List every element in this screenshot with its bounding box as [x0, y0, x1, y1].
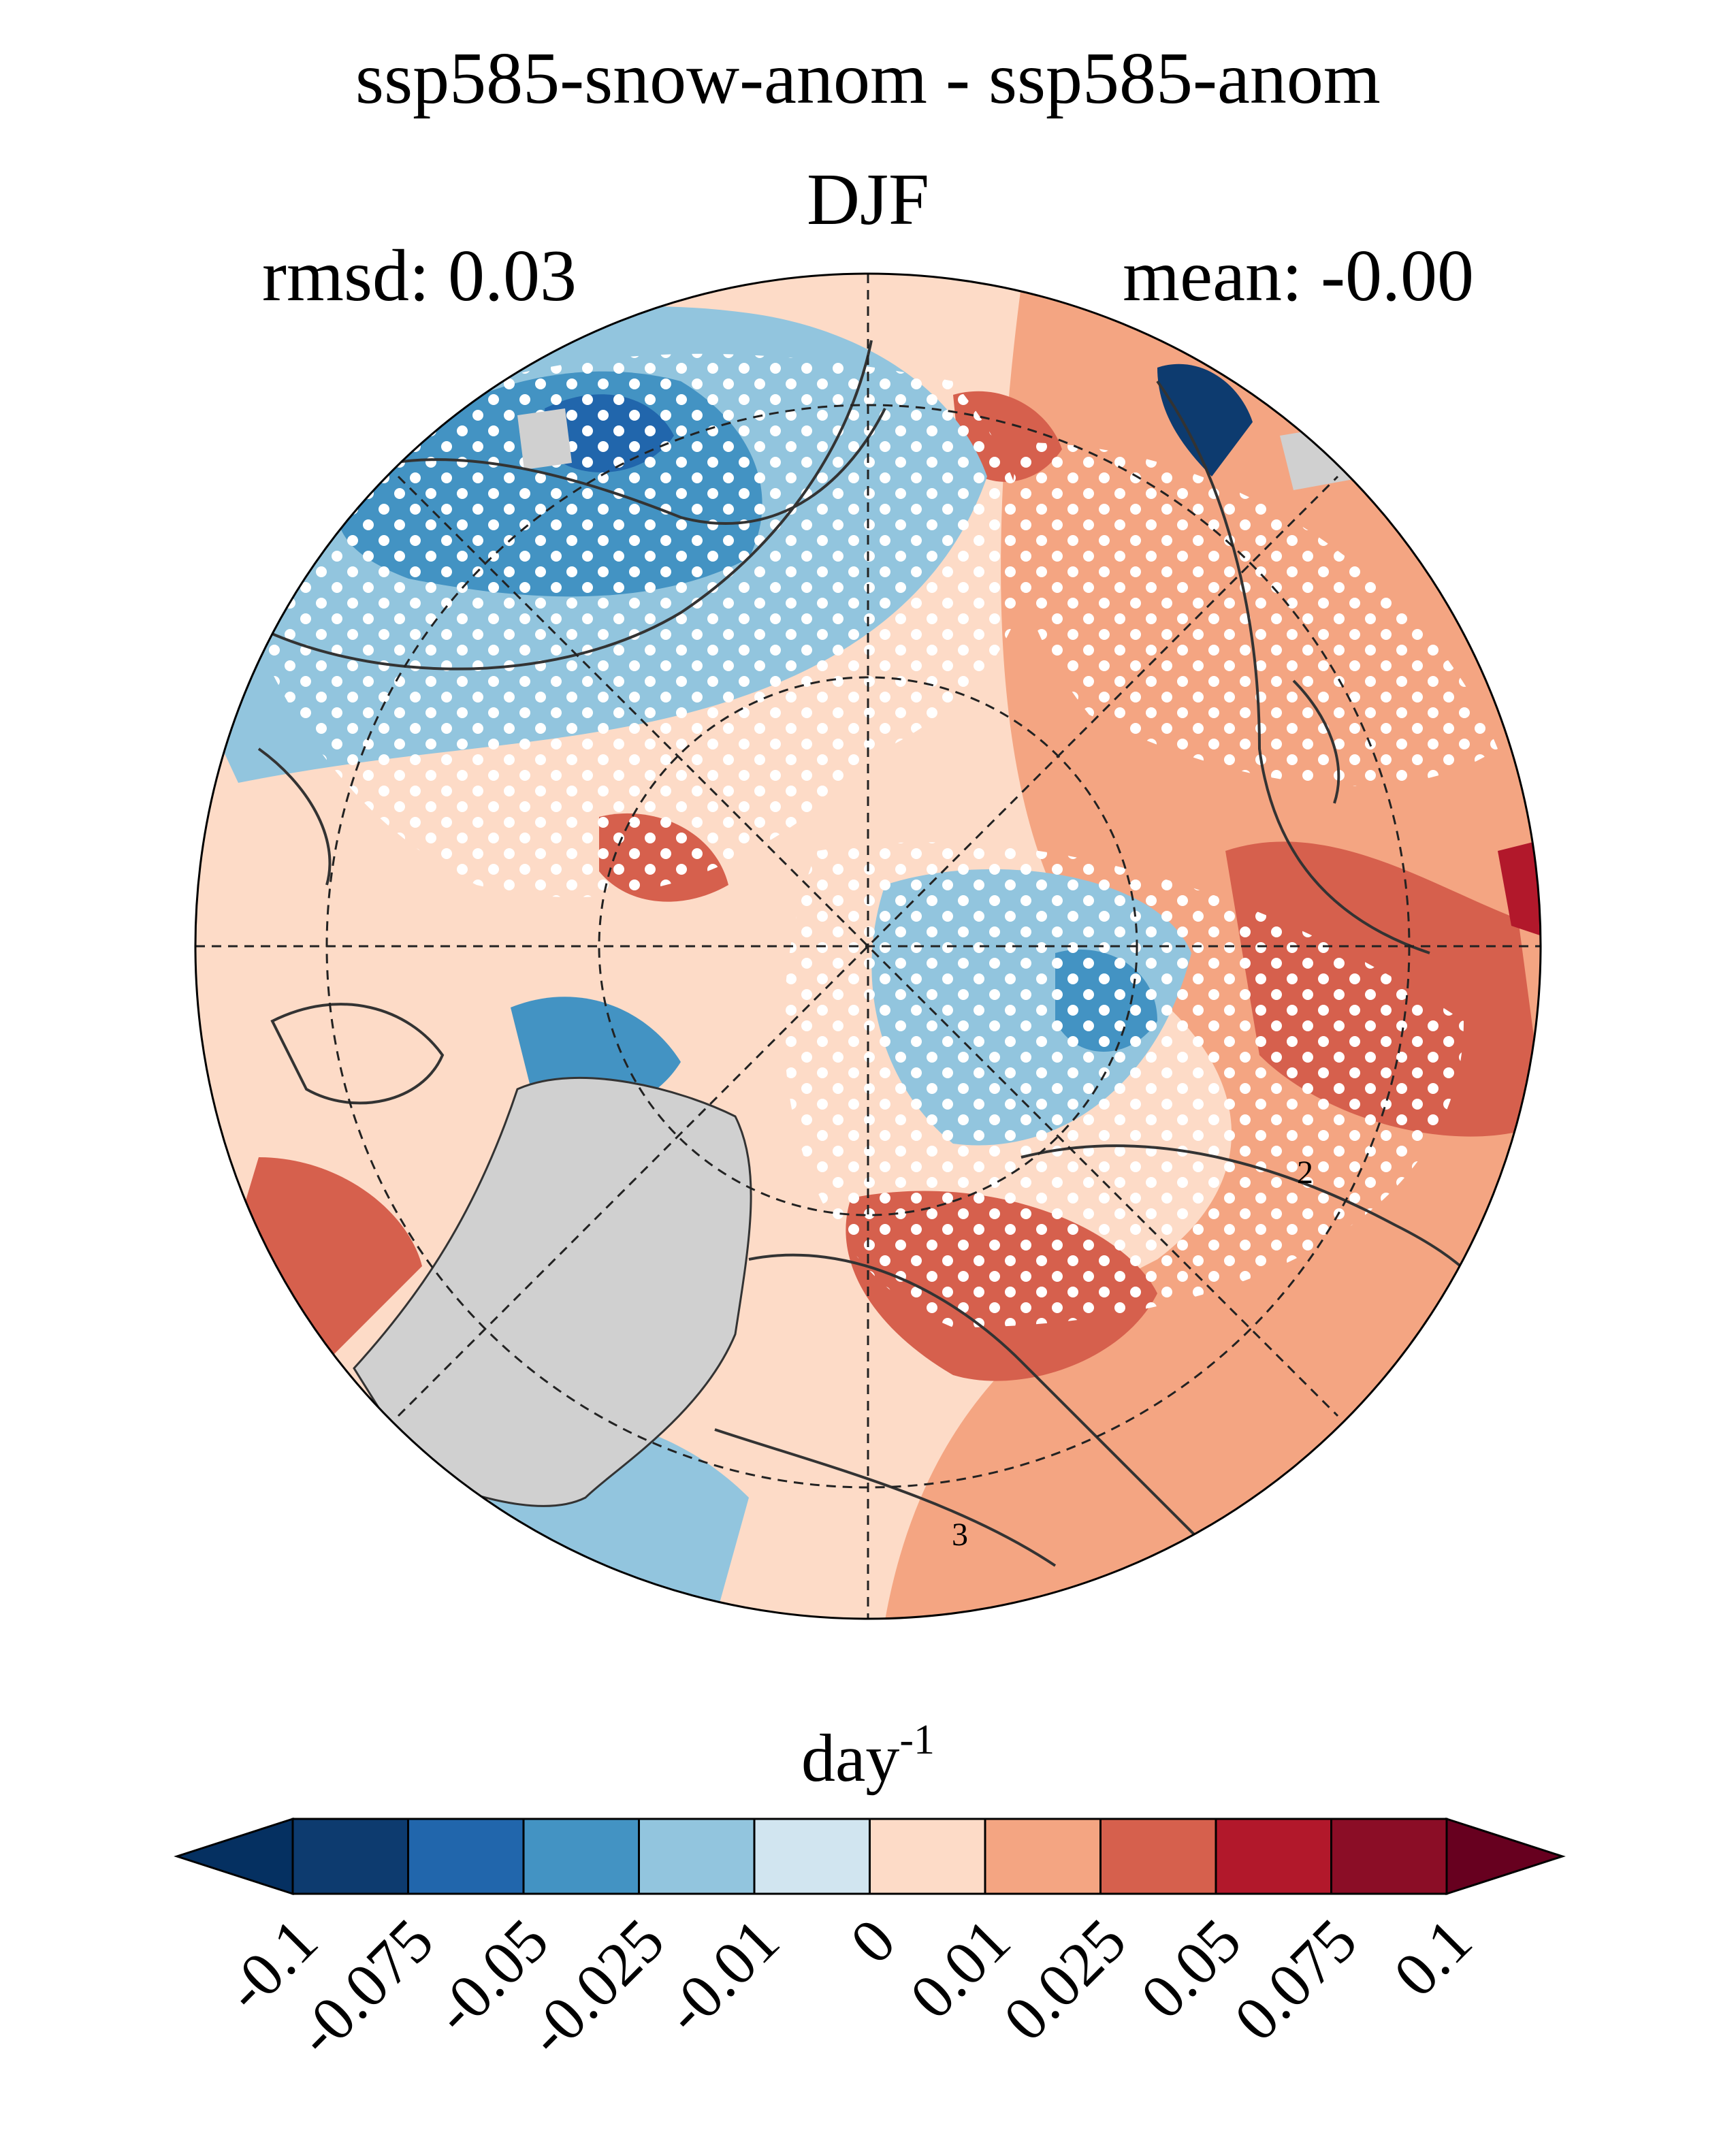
- stipple-region: [225, 353, 1028, 898]
- masked-greenland: [353, 1077, 752, 1507]
- season-label: DJF: [806, 159, 930, 240]
- colorbar-swatch: [1330, 1818, 1448, 1895]
- mean-stat: mean: -0.00: [1123, 236, 1474, 317]
- colorbar-swatch: [291, 1818, 409, 1895]
- colorbar-swatch: [638, 1818, 756, 1895]
- colorbar-swatch: [753, 1818, 871, 1895]
- colorbar-swatch: [869, 1818, 986, 1895]
- map-title: ssp585-snow-anom - ssp585-anom: [355, 38, 1381, 119]
- colorbar-swatch: [522, 1818, 640, 1895]
- graticule: [195, 274, 1541, 1619]
- colorbar-extend-low: [174, 1817, 294, 1896]
- contour-label: 3: [952, 1517, 968, 1553]
- colorbar-swatch: [1099, 1818, 1217, 1895]
- field-cold-max: [1157, 364, 1253, 477]
- masked-land: [517, 408, 572, 470]
- contour-label: 2: [1297, 1155, 1313, 1191]
- stipple-region: [1011, 442, 1498, 786]
- rmsd-stat: rmsd: 0.03: [262, 236, 577, 317]
- stipple-region: [784, 842, 1464, 1327]
- map-border: [194, 272, 1542, 1620]
- colorbar-unit: day-1: [801, 1717, 935, 1796]
- colorbar-extend-high: [1445, 1817, 1566, 1896]
- colorbar-swatch: [984, 1818, 1102, 1895]
- colorbar-swatch: [1215, 1818, 1332, 1895]
- colorbar-swatch: [407, 1818, 525, 1895]
